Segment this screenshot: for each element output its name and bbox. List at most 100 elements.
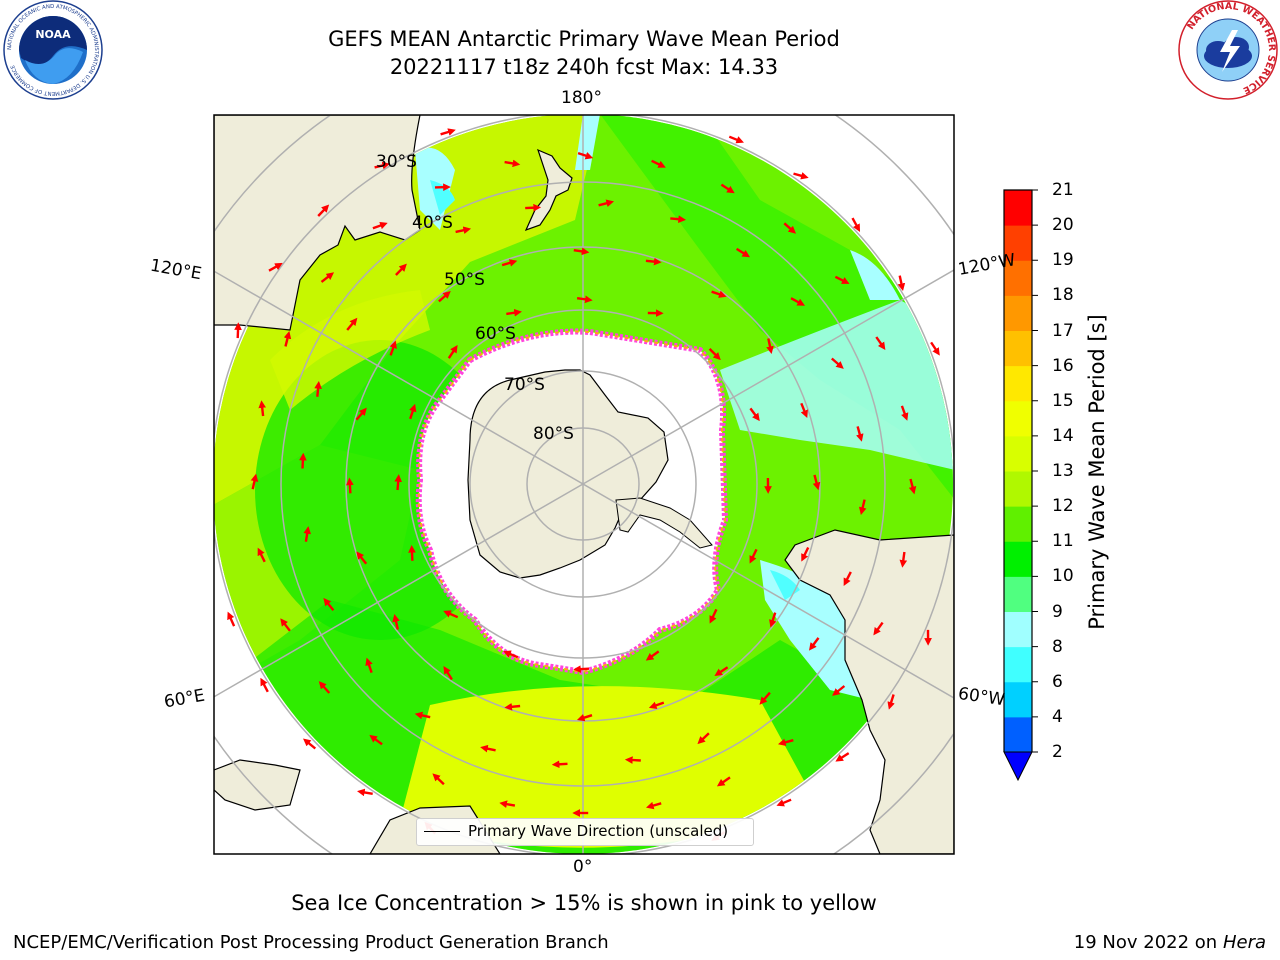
- wave-direction-arrow: [645, 650, 660, 661]
- wave-direction-arrow: [408, 544, 416, 561]
- wave-direction-arrow: [783, 222, 797, 234]
- colorbar-tick-label: 8: [1052, 636, 1063, 657]
- colorbar-swatch: [1004, 716, 1032, 753]
- wave-direction-arrow: [856, 426, 864, 442]
- legend: Primary Wave Direction (unscaled): [416, 818, 754, 846]
- chart-subtitle: 20221117 t18z 240h fcst Max: 14.33: [389, 55, 779, 79]
- lon-label-0: 0°: [573, 857, 593, 877]
- wave-direction-arrow: [897, 275, 906, 292]
- wave-direction-arrow: [728, 135, 744, 144]
- chart-title: GEFS MEAN Antarctic Primary Wave Mean Pe…: [328, 27, 840, 51]
- wave-direction-arrow: [573, 665, 590, 673]
- wave-direction-arrow: [504, 159, 521, 168]
- colorbar-tick-label: 9: [1052, 601, 1063, 622]
- wave-direction-arrow: [908, 478, 917, 495]
- wave-direction-arrow: [346, 317, 358, 331]
- wave-direction-arrow: [858, 499, 867, 516]
- wave-direction-arrow: [299, 452, 307, 469]
- colorbar-swatch: [1004, 646, 1032, 683]
- colorbar-tick-label: 16: [1052, 355, 1074, 376]
- wave-direction-arrow: [900, 405, 909, 421]
- wave-direction-arrow: [414, 711, 431, 720]
- lat-label-70s: 70°S: [504, 375, 545, 395]
- wave-direction-arrow: [440, 128, 456, 136]
- wave-direction-arrow: [283, 330, 292, 347]
- wave-direction-arrow: [711, 290, 727, 298]
- wave-direction-arrow: [577, 151, 594, 160]
- wave-direction-arrow: [720, 183, 735, 194]
- wave-direction-arrow: [790, 297, 805, 306]
- lat-label-80s: 80°S: [533, 424, 574, 444]
- colorbar-label: Primary Wave Mean Period [s]: [1085, 314, 1109, 630]
- wave-direction-arrow: [506, 308, 522, 317]
- wave-direction-arrow: [834, 275, 850, 284]
- colorbar-tick-label: 10: [1052, 566, 1074, 587]
- lon-label-180: 180°: [561, 88, 602, 108]
- wave-direction-arrow: [716, 776, 731, 787]
- wave-direction-arrow: [372, 221, 388, 230]
- wave-direction-arrow: [392, 614, 400, 630]
- wave-direction-arrow: [777, 738, 794, 747]
- wave-direction-arrow: [651, 159, 666, 168]
- wave-direction-arrow: [800, 402, 808, 418]
- wave-direction-arrow: [875, 336, 886, 351]
- legend-label: Primary Wave Direction (unscaled): [468, 822, 729, 840]
- wave-direction-arrow: [268, 262, 283, 272]
- wave-direction-arrow: [365, 657, 373, 673]
- wave-direction-arrow: [280, 618, 291, 632]
- wave-direction-arrow: [394, 474, 403, 491]
- colorbar-swatch: [1004, 330, 1032, 367]
- wave-direction-arrow: [873, 621, 884, 636]
- noaa-logo-text: NOAA: [35, 28, 71, 41]
- wave-direction-arrow: [314, 380, 322, 397]
- wave-direction-arrow: [714, 666, 729, 677]
- wave-direction-arrow: [432, 773, 445, 786]
- wave-direction-arrow: [801, 546, 810, 562]
- wave-direction-arrow: [808, 637, 820, 651]
- wave-direction-arrow: [576, 295, 593, 304]
- wave-direction-arrow: [708, 348, 721, 361]
- wave-direction-arrow: [697, 732, 710, 745]
- colorbar-tick-label: 2: [1052, 742, 1063, 762]
- wave-direction-arrow: [395, 263, 407, 276]
- host-text: Hera: [1222, 932, 1266, 953]
- wave-direction-arrow: [831, 357, 844, 369]
- colorbar: [1003, 189, 1038, 782]
- wave-direction-arrow: [227, 611, 236, 627]
- wave-direction-arrow: [374, 161, 391, 170]
- colorbar-extend-arrow: [1003, 751, 1033, 782]
- wave-direction-arrow: [303, 526, 311, 542]
- noaa-logo-icon: NATIONAL OCEANIC AND ATMOSPHERIC ADMINIS…: [3, 0, 103, 100]
- wave-direction-arrow: [776, 798, 792, 807]
- wave-direction-arrow: [318, 681, 331, 694]
- wave-direction-arrows: [227, 128, 940, 841]
- colorbar-swatch: [1004, 506, 1032, 542]
- wave-direction-arrow: [759, 691, 771, 705]
- colorbar-swatch: [1004, 225, 1032, 261]
- colorbar-tick-label: 15: [1052, 390, 1074, 411]
- colorbar-tick-label: 12: [1052, 496, 1074, 517]
- colorbar-swatch: [1004, 681, 1032, 718]
- colorbar-tick-label: 4: [1052, 706, 1063, 727]
- colorbar-tick-label: 13: [1052, 461, 1074, 481]
- wave-direction-arrow: [573, 247, 590, 256]
- wave-direction-arrow: [735, 247, 751, 258]
- wave-direction-arrow: [499, 800, 516, 808]
- colorbar-swatch: [1004, 611, 1032, 648]
- colorbar-tick-label: 6: [1052, 671, 1063, 692]
- colorbar-swatch: [1004, 295, 1032, 331]
- wave-direction-arrow: [234, 322, 242, 339]
- colorbar-swatch: [1004, 400, 1032, 437]
- wave-direction-arrow: [480, 744, 496, 753]
- wave-direction-arrow: [503, 650, 519, 659]
- wave-direction-arrow: [624, 756, 641, 764]
- lat-label-60s: 60°S: [475, 324, 516, 344]
- wave-direction-arrow: [648, 701, 665, 709]
- colorbar-swatch: [1004, 365, 1032, 402]
- colorbar-tick-label: 21: [1052, 180, 1074, 200]
- lat-label-30s: 30°S: [376, 152, 417, 172]
- wave-direction-arrow: [843, 571, 852, 587]
- wave-direction-arrow: [899, 551, 908, 568]
- colorbar-swatch: [1004, 576, 1032, 612]
